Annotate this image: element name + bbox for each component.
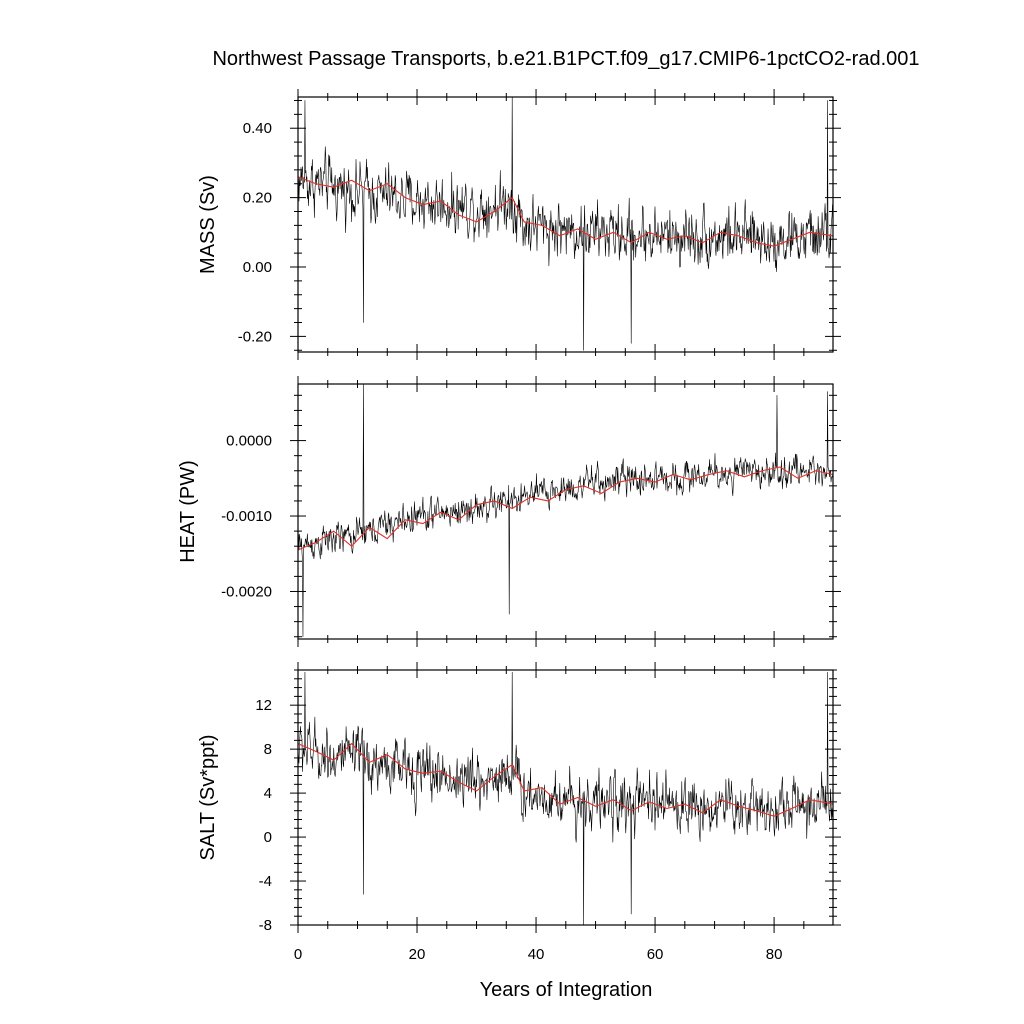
y-tick-label: 0.20 (243, 190, 272, 207)
x-axis-title: Years of Integration (480, 979, 653, 1001)
y-axis-title: HEAT (PW) (177, 460, 199, 563)
x-tick-label: 0 (294, 946, 302, 963)
y-tick-label: 0 (264, 829, 272, 846)
series-group (298, 384, 833, 638)
y-tick-label: 4 (264, 785, 272, 802)
y-axis-title: MASS (Sv) (197, 175, 219, 274)
panel-3: 0 20 40 60 80 -8 -4 0 4 8 12 SALT (Sv*ppt) (197, 662, 841, 963)
y-tick-label: 12 (255, 697, 272, 714)
y-tick-label: 0.00 (243, 259, 272, 276)
y-tick-label: 0.0000 (226, 433, 272, 450)
panel-2: -0.0020 -0.0010 0.0000 HEAT (PW) (177, 376, 841, 647)
series-group (298, 671, 833, 925)
y-tick-label: 0.40 (243, 120, 272, 137)
series-group (298, 97, 833, 351)
smoothed-series-line (298, 176, 833, 247)
figure-title: Northwest Passage Transports, b.e21.B1PC… (212, 48, 919, 70)
raw-series-line (298, 97, 833, 351)
y-tick-label: 8 (264, 741, 272, 758)
y-tick-label: -8 (259, 917, 272, 934)
panel-1: -0.20 0.00 0.20 0.40 MASS (Sv) (197, 89, 841, 360)
y-tick-label: -0.0020 (221, 583, 272, 600)
raw-series-line (298, 671, 833, 925)
x-tick-label: 20 (409, 946, 426, 963)
x-tick-label: 60 (647, 946, 664, 963)
x-tick-label: 40 (528, 946, 545, 963)
smoothed-series-line (298, 743, 833, 817)
y-tick-label: -4 (259, 873, 272, 890)
y-tick-label: -0.0010 (221, 508, 272, 525)
smoothed-series-line (298, 466, 833, 551)
panels: -0.20 0.00 0.20 0.40 MASS (Sv) -0.0020 -0.0010… (177, 89, 841, 963)
raw-series-line (298, 384, 833, 638)
y-axis-title: SALT (Sv*ppt) (197, 735, 219, 861)
y-tick-label: -0.20 (238, 328, 272, 345)
x-tick-label: 80 (766, 946, 783, 963)
